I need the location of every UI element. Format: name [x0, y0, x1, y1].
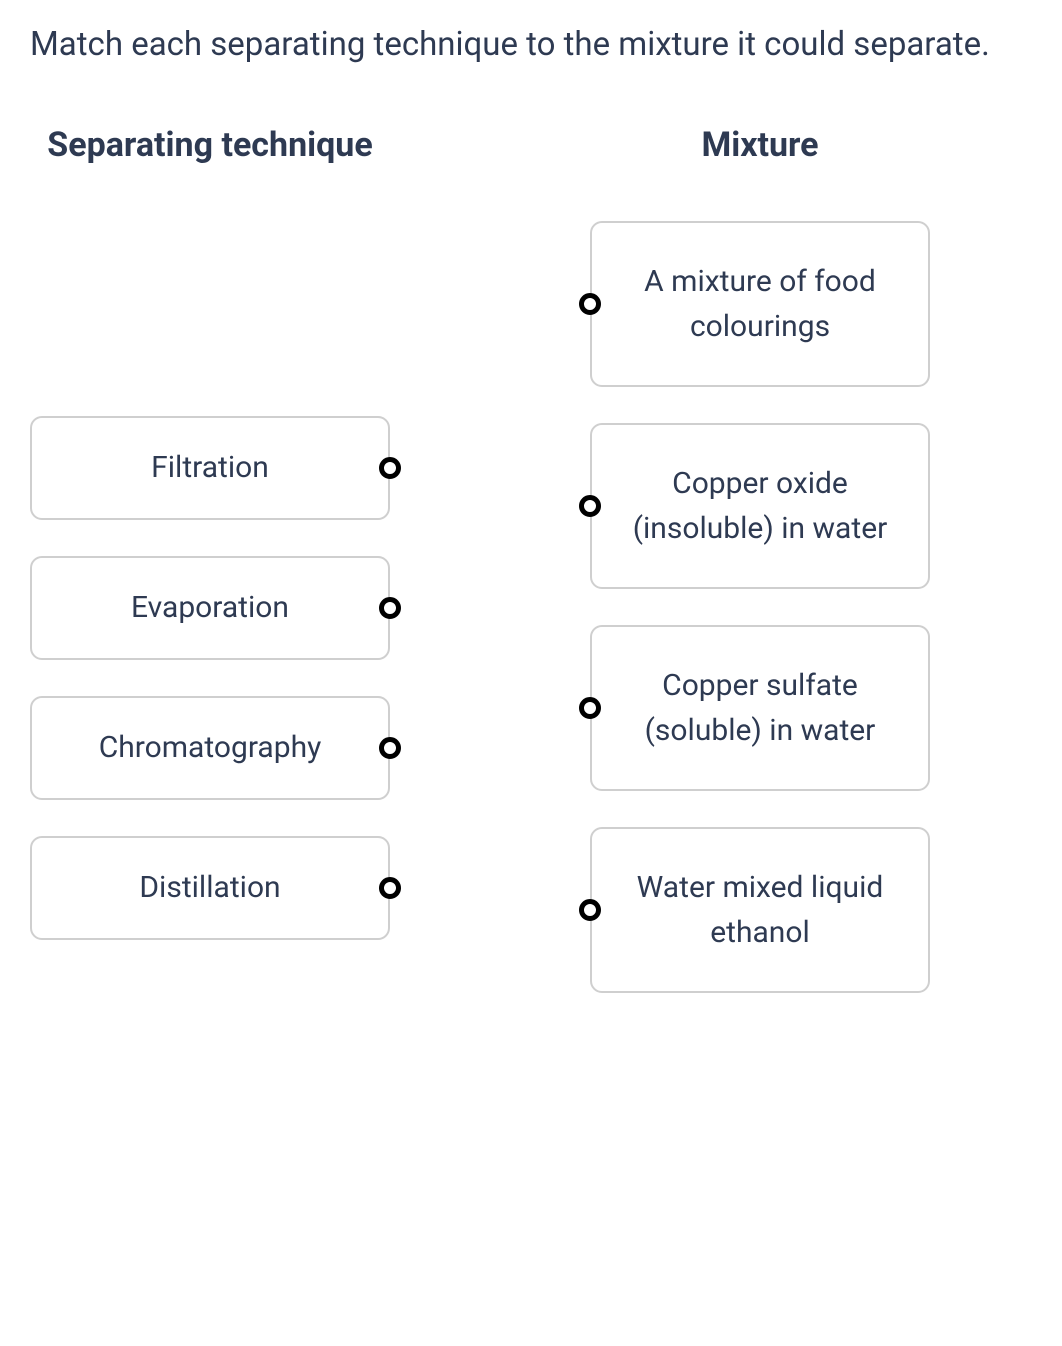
mixture-card[interactable]: Copper oxide (insoluble) in water — [590, 423, 930, 589]
technique-card[interactable]: Distillation — [30, 836, 390, 940]
technique-card[interactable]: Evaporation — [30, 556, 390, 660]
technique-label: Filtration — [151, 445, 269, 490]
connector-dot-icon[interactable] — [379, 877, 401, 899]
mixture-label: Copper oxide (insoluble) in water — [620, 461, 900, 551]
connector-dot-icon[interactable] — [579, 293, 601, 315]
connector-dot-icon[interactable] — [379, 597, 401, 619]
mixture-label: Copper sulfate (soluble) in water — [620, 663, 900, 753]
mixture-card[interactable]: A mixture of food colourings — [590, 221, 930, 387]
connector-dot-icon[interactable] — [379, 737, 401, 759]
mixture-card[interactable]: Copper sulfate (soluble) in water — [590, 625, 930, 791]
left-column: Separating technique Filtration Evaporat… — [30, 120, 390, 993]
technique-card[interactable]: Chromatography — [30, 696, 390, 800]
mixture-label: A mixture of food colourings — [620, 259, 900, 349]
technique-label: Evaporation — [131, 585, 289, 630]
technique-label: Distillation — [139, 865, 280, 910]
connector-dot-icon[interactable] — [579, 495, 601, 517]
left-cards: Filtration Evaporation Chromatography Di… — [30, 416, 390, 940]
match-columns: Separating technique Filtration Evaporat… — [30, 120, 1032, 993]
connector-dot-icon[interactable] — [379, 457, 401, 479]
connector-dot-icon[interactable] — [579, 899, 601, 921]
mixture-label: Water mixed liquid ethanol — [620, 865, 900, 955]
left-column-header: Separating technique — [47, 120, 372, 171]
question-text: Match each separating technique to the m… — [30, 20, 1032, 70]
technique-card[interactable]: Filtration — [30, 416, 390, 520]
right-cards: A mixture of food colourings Copper oxid… — [590, 221, 930, 993]
connector-dot-icon[interactable] — [579, 697, 601, 719]
technique-label: Chromatography — [99, 725, 322, 770]
mixture-card[interactable]: Water mixed liquid ethanol — [590, 827, 930, 993]
right-column-header: Mixture — [701, 120, 818, 171]
right-column: Mixture A mixture of food colourings Cop… — [590, 120, 930, 993]
